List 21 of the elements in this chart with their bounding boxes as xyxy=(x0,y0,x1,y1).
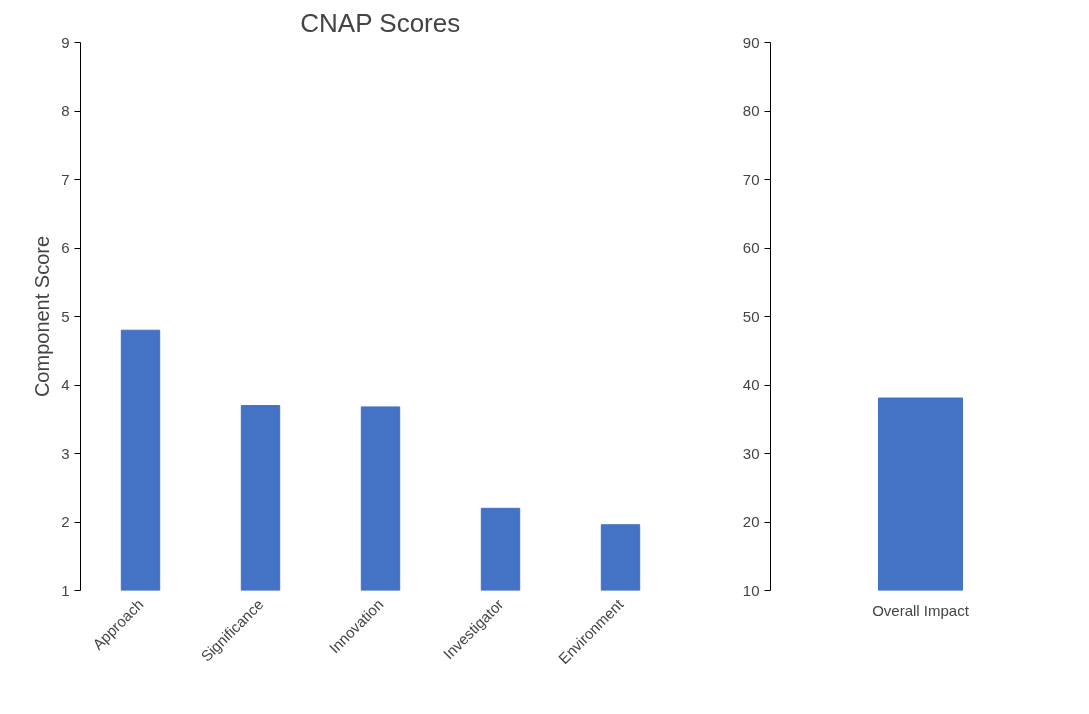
y-tick-label: 7 xyxy=(61,170,70,188)
x-tick-label: Overall Impact xyxy=(872,601,970,619)
y-tick-label: 1 xyxy=(61,581,70,599)
y-tick-label: 6 xyxy=(61,239,70,256)
y-tick-label: 9 xyxy=(61,33,70,51)
y-tick-label: 50 xyxy=(742,307,760,325)
y-tick-label: 10 xyxy=(742,581,760,599)
y-tick-label: 5 xyxy=(61,307,70,325)
y-tick-label: 40 xyxy=(742,376,760,393)
y-tick-label: 3 xyxy=(61,444,70,462)
y-tick-label: 70 xyxy=(742,170,760,188)
y-tick-label: 30 xyxy=(742,444,760,462)
y-tick-label: 20 xyxy=(742,513,760,530)
y-tick-label: 80 xyxy=(742,102,760,119)
y-tick-label: 4 xyxy=(61,376,70,393)
y-tick-label: 60 xyxy=(742,239,760,256)
chart-title: CNAP Scores xyxy=(300,7,461,38)
y-tick-label: 8 xyxy=(61,102,70,119)
y-tick-label: 90 xyxy=(742,33,760,51)
y-tick-label: 2 xyxy=(61,513,70,530)
y-axis-title: Component Score xyxy=(31,235,54,398)
